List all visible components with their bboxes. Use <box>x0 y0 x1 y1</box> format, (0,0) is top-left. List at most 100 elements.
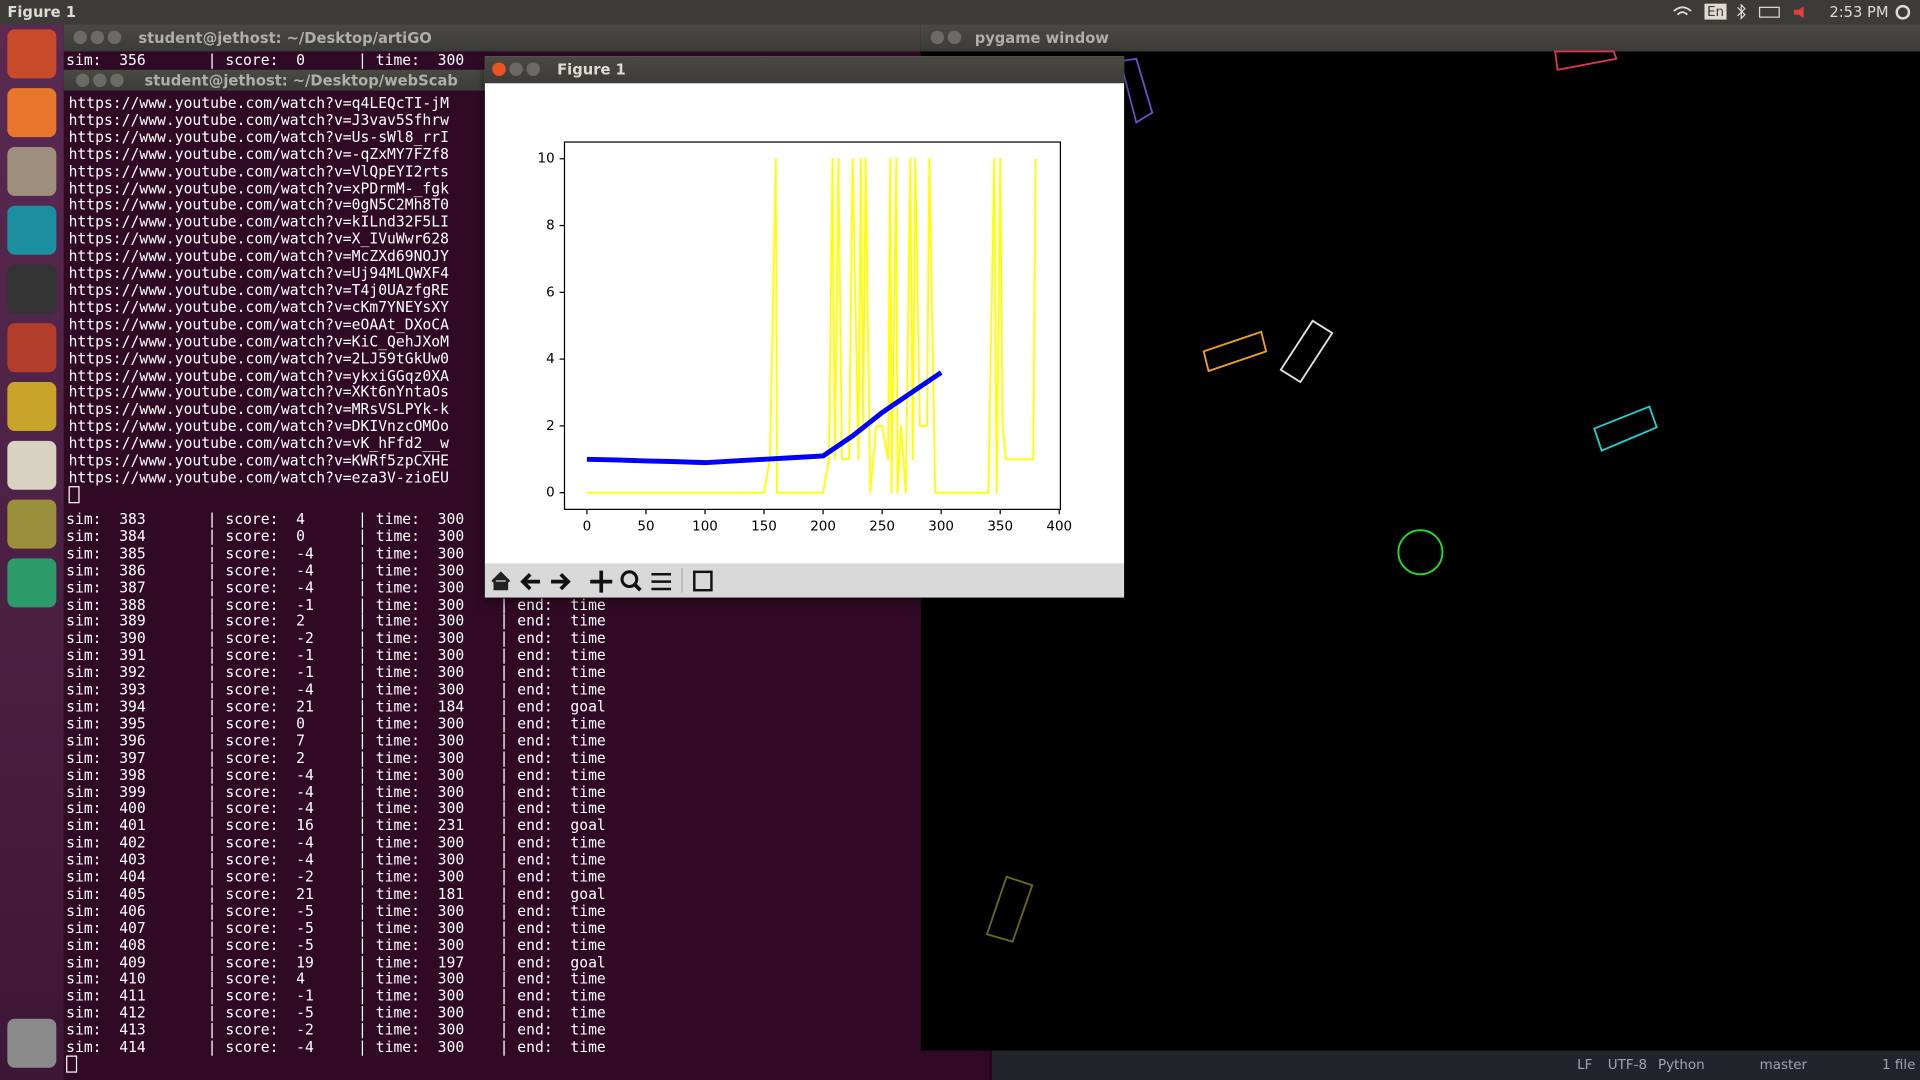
terminal-line: sim: 413 | score: -2 | time: 300 | end: … <box>66 1021 606 1039</box>
x-tick-label: 0 <box>583 520 592 535</box>
data-line <box>586 157 1037 494</box>
language-indicator[interactable]: En <box>1704 3 1727 20</box>
minimize-button[interactable] <box>90 30 105 45</box>
terminal-line: sim: 406 | score: -5 | time: 300 | end: … <box>66 902 606 920</box>
x-tick-label: 400 <box>1046 520 1072 535</box>
title-bar: student@jethost: ~/Desktop/artiGO <box>63 24 990 52</box>
close-button[interactable] <box>75 73 90 87</box>
indicators <box>1673 3 1911 20</box>
launcher-icon[interactable] <box>7 264 57 314</box>
x-tick-label: 100 <box>692 520 718 535</box>
terminal-line: https://www.youtube.com/watch?v=-qZxMY7F… <box>68 145 449 163</box>
minimize-button[interactable] <box>93 73 107 87</box>
configure-button[interactable] <box>651 573 672 591</box>
forward-button[interactable] <box>551 572 571 591</box>
terminal-line: sim: 410 | score: 4 | time: 300 | end: t… <box>66 970 606 988</box>
window-title: student@jethost: ~/Desktop/webScab <box>144 72 458 90</box>
obstacle <box>985 875 1034 943</box>
wifi-icon[interactable] <box>1673 6 1692 16</box>
status-item[interactable]: master <box>1759 1056 1808 1073</box>
x-tick-label: 250 <box>869 520 895 535</box>
bluetooth-icon[interactable] <box>1737 3 1746 20</box>
launcher-icon[interactable] <box>7 440 57 490</box>
maximize-button[interactable] <box>526 62 540 76</box>
settings-icon[interactable] <box>1895 4 1911 20</box>
launcher-icon[interactable] <box>7 499 57 549</box>
terminal-line: sim: 387 | score: -4 | time: 300 <box>66 578 465 596</box>
terminal-line: sim: 399 | score: -4 | time: 300 | end: … <box>66 783 606 801</box>
status-item[interactable]: LF <box>1577 1056 1593 1073</box>
launcher-icon[interactable] <box>7 146 57 196</box>
terminal-line: sim: 411 | score: -1 | time: 300 | end: … <box>66 987 606 1005</box>
pan-button[interactable] <box>590 570 613 593</box>
terminal-line: sim: 395 | score: 0 | time: 300 | end: t… <box>66 714 606 733</box>
obstacle <box>1554 50 1618 71</box>
minimize-button[interactable] <box>509 62 523 76</box>
maximize-button[interactable] <box>110 73 124 87</box>
back-button[interactable] <box>520 572 540 591</box>
terminal-line: https://www.youtube.com/watch?v=eza3V-zi… <box>68 468 449 487</box>
save-button[interactable] <box>693 570 713 592</box>
terminal-line: https://www.youtube.com/watch?v=vK_hFfd2… <box>68 434 449 452</box>
terminal-line: https://www.youtube.com/watch?v=McZXd69N… <box>68 247 449 265</box>
terminal-line: https://www.youtube.com/watch?v=KiC_QehJ… <box>68 332 449 350</box>
terminal-line: sim: 393 | score: -4 | time: 300 | end: … <box>66 680 606 699</box>
status-item[interactable]: Python <box>1657 1056 1705 1073</box>
terminal-line: sim: 386 | score: -4 | time: 300 <box>66 561 465 579</box>
terminal-line: https://www.youtube.com/watch?v=xPDrmM-_… <box>68 179 449 197</box>
zoom-button[interactable] <box>620 570 642 592</box>
obstacle <box>1593 405 1658 452</box>
launcher-icon[interactable] <box>7 88 57 138</box>
y-tick-label: 2 <box>546 419 555 434</box>
terminal-line: https://www.youtube.com/watch?v=q4LEQcTI… <box>68 94 449 112</box>
terminal-line: sim: 390 | score: -2 | time: 300 | end: … <box>66 629 606 647</box>
clock[interactable]: 2:53 PM <box>1829 3 1889 21</box>
terminal-line: https://www.youtube.com/watch?v=cKm7YNEY… <box>68 298 449 316</box>
home-button[interactable] <box>491 571 511 591</box>
terminal-window: student@jethost: ~/Desktop/webScab https… <box>63 69 505 506</box>
cursor <box>66 1055 78 1073</box>
terminal-line: https://www.youtube.com/watch?v=kILnd32F… <box>68 213 449 231</box>
y-tick-label: 4 <box>546 352 555 367</box>
close-button[interactable] <box>930 30 945 45</box>
toolbar-bg <box>484 563 1125 598</box>
terminal-line: https://www.youtube.com/watch?v=MRsVSLPY… <box>68 400 449 418</box>
minimize-button[interactable] <box>947 30 962 45</box>
terminal-line: sim: 383 | score: 4 | time: 300 <box>66 510 465 528</box>
maximize-button[interactable] <box>107 30 122 45</box>
terminal-line: https://www.youtube.com/watch?v=X_IVuWwr… <box>68 230 449 248</box>
launcher-icon[interactable] <box>7 29 57 79</box>
terminal-line: sim: 401 | score: 16 | time: 231 | end: … <box>66 817 606 835</box>
terminal-line: https://www.youtube.com/watch?v=Uj94MLQW… <box>68 264 449 282</box>
agent <box>1397 529 1444 576</box>
launcher-icon[interactable] <box>7 558 57 608</box>
terminal-line: sim: 396 | score: 7 | time: 300 | end: t… <box>66 731 606 750</box>
window-title: Figure 1 <box>557 61 626 79</box>
close-button[interactable] <box>73 30 87 45</box>
y-tick-label: 10 <box>538 152 555 167</box>
terminal-line: sim: 408 | score: -5 | time: 300 | end: … <box>66 936 606 954</box>
top-bar: Figure 1 En 2:53 PM <box>0 0 1920 25</box>
battery-icon[interactable] <box>1758 6 1780 18</box>
x-tick-label: 50 <box>637 520 654 535</box>
terminal-line: https://www.youtube.com/watch?v=XKt6nYnt… <box>68 383 449 401</box>
trash-icon[interactable] <box>7 1018 57 1068</box>
terminal-line: https://www.youtube.com/watch?v=ykxiGGqz… <box>68 366 449 384</box>
launcher-icon[interactable] <box>7 382 57 432</box>
status-item[interactable]: 1 file <box>1882 1056 1916 1073</box>
obstacle <box>1202 330 1268 373</box>
terminal-line: sim: 405 | score: 21 | time: 181 | end: … <box>66 885 606 903</box>
launcher-icon[interactable] <box>7 205 57 255</box>
volume-icon[interactable] <box>1793 6 1804 19</box>
y-tick-label: 0 <box>546 486 555 501</box>
terminal-line: sim: 407 | score: -5 | time: 300 | end: … <box>66 919 606 937</box>
title-bar: student@jethost: ~/Desktop/webScab <box>63 69 505 91</box>
close-button[interactable] <box>492 62 506 76</box>
x-tick-label: 300 <box>928 520 954 535</box>
plot-frame <box>563 141 1062 511</box>
status-item[interactable]: UTF-8 <box>1607 1056 1648 1073</box>
launcher-icon[interactable] <box>7 323 57 373</box>
terminal-line: https://www.youtube.com/watch?v=DKIVnzcO… <box>68 417 449 435</box>
